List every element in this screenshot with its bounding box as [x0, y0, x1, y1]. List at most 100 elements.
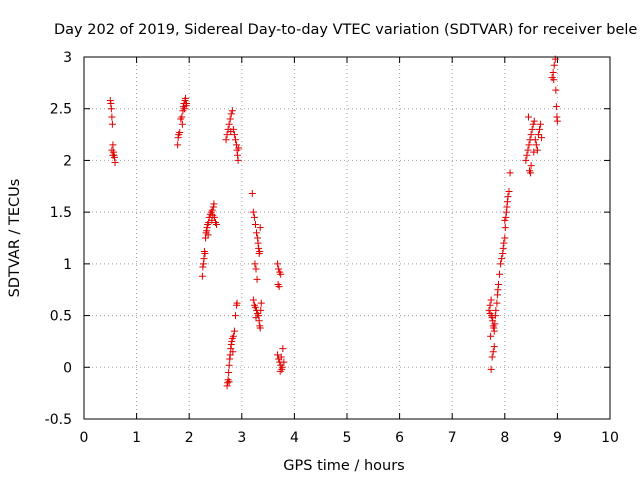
data-point — [107, 105, 115, 113]
data-point — [529, 120, 537, 128]
data-point — [536, 125, 544, 133]
data-point — [537, 120, 545, 128]
data-point — [180, 105, 188, 113]
data-point — [257, 306, 265, 314]
data-point — [230, 131, 238, 139]
data-point — [254, 239, 262, 247]
data-point — [496, 270, 504, 278]
x-tick-label: 4 — [290, 430, 299, 446]
y-axis-label: SDTVAR / TECUs — [7, 179, 23, 298]
data-point — [255, 317, 263, 325]
data-point — [108, 146, 116, 154]
data-point — [491, 320, 499, 328]
data-point — [530, 148, 538, 156]
data-point — [231, 312, 239, 320]
data-point — [274, 351, 282, 359]
data-point — [111, 158, 119, 166]
data-point — [504, 193, 512, 201]
data-point — [208, 206, 216, 214]
data-point — [500, 239, 508, 247]
y-tick-label: 3 — [63, 50, 72, 66]
data-point — [176, 129, 184, 137]
data-point — [498, 255, 506, 263]
data-point — [108, 120, 116, 128]
data-point — [527, 131, 535, 139]
x-tick-label: 3 — [237, 430, 246, 446]
data-point — [493, 291, 501, 299]
data-point — [506, 169, 514, 177]
x-tick-label: 9 — [553, 430, 562, 446]
data-point — [228, 337, 236, 345]
data-point — [204, 231, 212, 239]
data-point — [277, 270, 285, 278]
data-point — [490, 327, 498, 335]
data-point — [550, 61, 558, 69]
data-point — [251, 260, 259, 268]
data-point — [534, 131, 542, 139]
x-tick-label: 1 — [132, 430, 141, 446]
data-point — [178, 113, 186, 121]
data-point — [235, 144, 243, 152]
data-point — [502, 213, 510, 221]
data-point — [209, 203, 217, 211]
data-point — [203, 224, 211, 232]
data-point — [531, 136, 539, 144]
data-point — [505, 187, 513, 195]
data-point — [178, 120, 186, 128]
data-point — [253, 275, 261, 283]
data-point — [224, 379, 232, 387]
data-point — [253, 229, 261, 237]
data-points — [106, 55, 561, 390]
data-point — [109, 151, 117, 159]
data-point — [256, 324, 264, 332]
data-point — [487, 332, 495, 340]
data-point — [225, 378, 233, 386]
data-point — [255, 244, 263, 252]
data-point — [223, 382, 231, 390]
data-point — [275, 283, 283, 291]
data-point — [227, 127, 235, 135]
data-point — [228, 107, 236, 115]
data-point — [493, 299, 501, 307]
data-point — [524, 113, 532, 121]
data-point — [256, 224, 264, 232]
data-point — [525, 141, 533, 149]
data-point — [499, 244, 507, 252]
data-point — [499, 250, 507, 258]
data-point — [256, 247, 264, 255]
data-point — [553, 113, 561, 121]
x-tick-label: 8 — [500, 430, 509, 446]
chart-title: Day 202 of 2019, Sidereal Day-to-day VTE… — [54, 22, 637, 38]
y-tick-label: 2.5 — [50, 102, 72, 118]
data-point — [488, 353, 496, 361]
data-point — [522, 156, 530, 164]
data-point — [494, 286, 502, 294]
data-point — [231, 136, 239, 144]
data-point — [109, 141, 117, 149]
data-point — [234, 156, 242, 164]
data-point — [183, 100, 191, 108]
data-point — [233, 299, 241, 307]
data-point — [274, 260, 282, 268]
data-point — [486, 301, 494, 309]
y-tick-label: 0 — [63, 360, 72, 376]
data-point — [108, 113, 116, 121]
data-point — [490, 324, 498, 332]
data-point — [494, 281, 502, 289]
x-axis-label: GPS time / hours — [283, 458, 404, 474]
data-point — [524, 146, 532, 154]
data-point — [277, 353, 285, 361]
data-point — [227, 110, 235, 118]
y-tick-label: 1.5 — [50, 205, 72, 221]
data-point — [225, 120, 233, 128]
data-point — [533, 146, 541, 154]
data-point — [230, 327, 238, 335]
data-point — [492, 306, 500, 314]
x-tick-label: 5 — [343, 430, 352, 446]
data-point — [182, 94, 190, 102]
data-point — [252, 314, 260, 322]
data-point — [209, 211, 217, 219]
y-tick-label: 2 — [63, 153, 72, 169]
